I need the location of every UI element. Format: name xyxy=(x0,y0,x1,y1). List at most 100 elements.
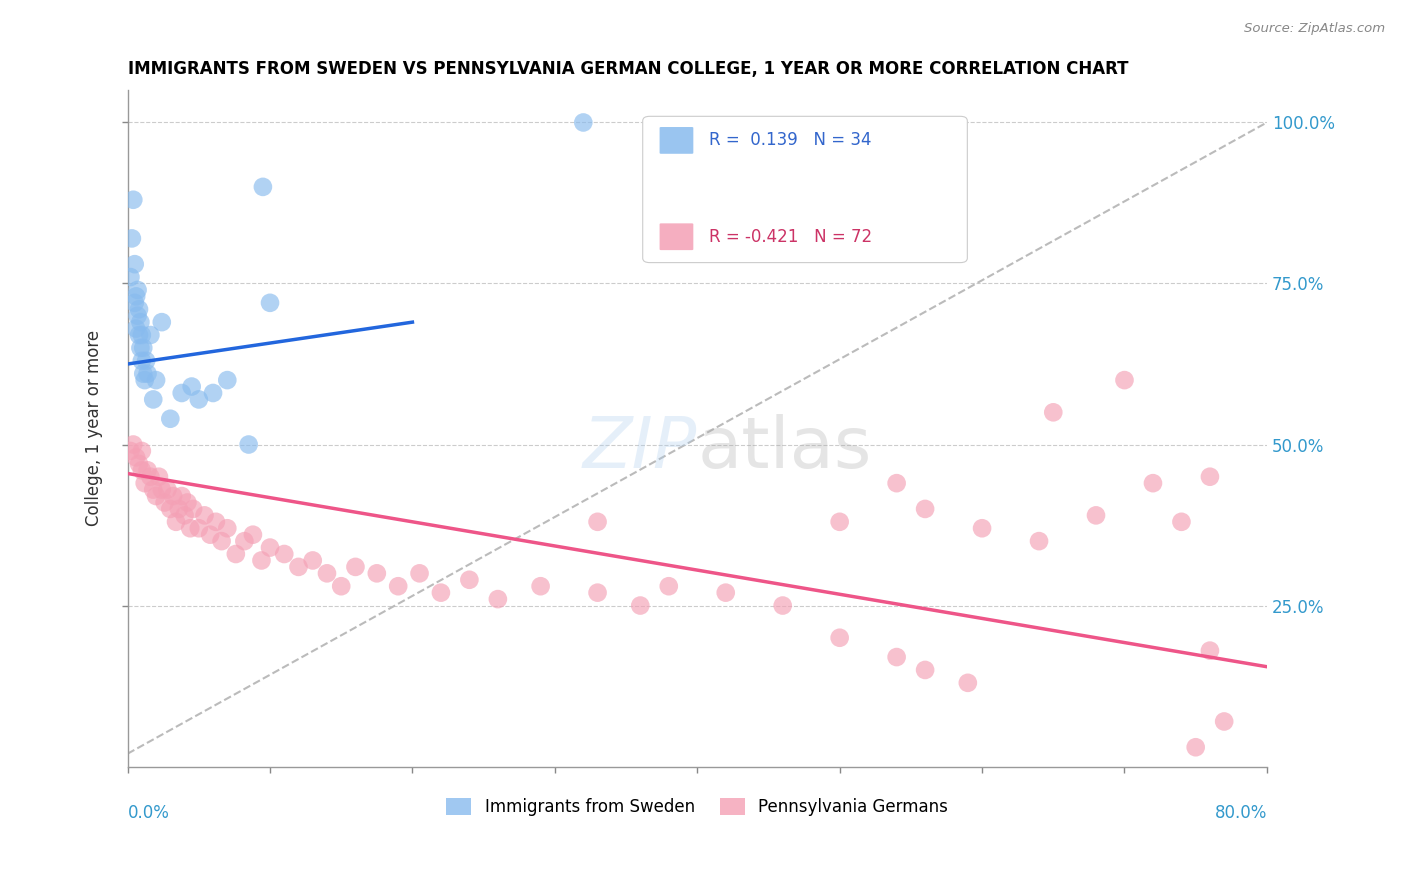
Point xyxy=(586,585,609,599)
Point xyxy=(330,579,353,593)
Point xyxy=(132,367,155,381)
Point xyxy=(1085,508,1108,523)
Point xyxy=(287,560,309,574)
Point xyxy=(486,592,509,607)
Point xyxy=(1184,740,1206,755)
Point xyxy=(139,469,162,483)
Point xyxy=(914,502,936,516)
Point xyxy=(120,444,142,458)
Point xyxy=(128,302,150,317)
Point xyxy=(145,373,167,387)
Point xyxy=(153,495,176,509)
Point xyxy=(181,502,204,516)
Point xyxy=(136,463,159,477)
Point xyxy=(366,566,388,581)
Point xyxy=(139,328,162,343)
Point xyxy=(176,495,198,509)
Point xyxy=(205,515,228,529)
Text: ZIP: ZIP xyxy=(583,414,697,483)
Point xyxy=(316,566,339,581)
Point xyxy=(187,521,209,535)
Text: 0.0%: 0.0% xyxy=(128,804,170,822)
Point xyxy=(886,476,908,491)
Point xyxy=(173,508,195,523)
Point xyxy=(122,437,145,451)
Point xyxy=(136,367,159,381)
Legend: Immigrants from Sweden, Pennsylvania Germans: Immigrants from Sweden, Pennsylvania Ger… xyxy=(440,791,955,822)
Point xyxy=(128,457,150,471)
Point xyxy=(159,411,181,425)
Text: atlas: atlas xyxy=(697,414,872,483)
Point xyxy=(131,463,153,477)
Point xyxy=(129,341,152,355)
Point xyxy=(233,534,256,549)
Point xyxy=(458,573,481,587)
Point xyxy=(127,309,149,323)
Point xyxy=(150,483,173,497)
Point xyxy=(125,289,148,303)
Point xyxy=(572,115,595,129)
Point xyxy=(167,502,190,516)
Point xyxy=(134,373,156,387)
Point xyxy=(121,231,143,245)
Point xyxy=(1213,714,1236,729)
Point xyxy=(242,527,264,541)
Point xyxy=(828,631,851,645)
Point xyxy=(1199,469,1222,483)
Point xyxy=(187,392,209,407)
Point xyxy=(430,585,453,599)
Text: R = -0.421   N = 72: R = -0.421 N = 72 xyxy=(709,227,872,245)
Point xyxy=(1028,534,1050,549)
Point xyxy=(142,483,165,497)
Point xyxy=(156,483,179,497)
Point xyxy=(1142,476,1164,491)
Point xyxy=(956,676,979,690)
Point xyxy=(250,553,273,567)
Point xyxy=(193,508,215,523)
Point xyxy=(529,579,551,593)
Point xyxy=(148,469,170,483)
Point xyxy=(252,180,274,194)
Point xyxy=(131,328,153,343)
Point xyxy=(217,373,239,387)
Text: R =  0.139   N = 34: R = 0.139 N = 34 xyxy=(709,131,872,149)
Point xyxy=(301,553,323,567)
Point xyxy=(211,534,233,549)
Point xyxy=(408,566,430,581)
Point xyxy=(170,386,193,401)
Point xyxy=(1199,643,1222,657)
Point xyxy=(145,489,167,503)
Point xyxy=(238,437,260,451)
Point xyxy=(202,386,225,401)
Point xyxy=(914,663,936,677)
Point xyxy=(132,341,155,355)
Point xyxy=(217,521,239,535)
Point xyxy=(170,489,193,503)
Point xyxy=(135,353,157,368)
Point xyxy=(886,650,908,665)
Point xyxy=(125,450,148,465)
Point xyxy=(344,560,367,574)
Point xyxy=(1114,373,1136,387)
Point xyxy=(159,502,181,516)
Point xyxy=(124,257,146,271)
Point xyxy=(134,476,156,491)
Point xyxy=(120,270,142,285)
Point xyxy=(273,547,295,561)
Point xyxy=(828,515,851,529)
Point xyxy=(142,392,165,407)
Point xyxy=(259,541,281,555)
Point xyxy=(165,515,187,529)
Text: Source: ZipAtlas.com: Source: ZipAtlas.com xyxy=(1244,22,1385,36)
Point xyxy=(1042,405,1064,419)
Point xyxy=(772,599,794,613)
Point xyxy=(150,315,173,329)
Y-axis label: College, 1 year or more: College, 1 year or more xyxy=(86,330,103,526)
Point xyxy=(124,295,146,310)
Point xyxy=(125,321,148,335)
Point xyxy=(131,444,153,458)
Point xyxy=(225,547,247,561)
Point xyxy=(970,521,993,535)
Point xyxy=(128,328,150,343)
Point xyxy=(586,515,609,529)
